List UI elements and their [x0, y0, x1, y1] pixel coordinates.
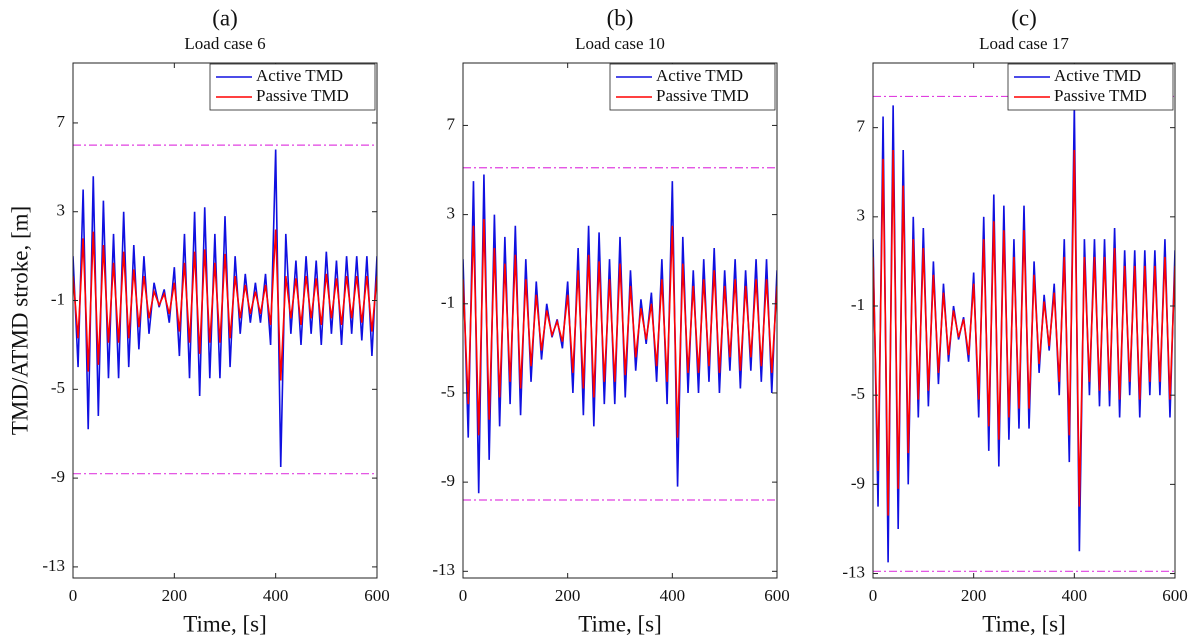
legend-box: [209, 63, 376, 111]
y-tick-label: -13: [842, 562, 865, 581]
y-tick-label: -1: [441, 293, 455, 312]
chart-title: Load case 6: [184, 34, 265, 53]
y-tick-label: -1: [51, 289, 65, 308]
x-tick-label: 600: [764, 586, 790, 605]
legend-box: [1007, 63, 1174, 111]
panel-label: (a): [212, 5, 238, 30]
x-tick-label: 400: [263, 586, 289, 605]
x-tick-label: 200: [961, 586, 987, 605]
data-line: [73, 149, 377, 468]
y-tick-label: -5: [441, 382, 455, 401]
x-axis-label: Time, [s]: [183, 611, 267, 636]
y-tick-label: 3: [447, 204, 456, 223]
y-tick-label: 7: [447, 114, 456, 133]
x-tick-label: 200: [162, 586, 188, 605]
plot-area: [73, 144, 377, 475]
chart-title: Load case 10: [575, 34, 665, 53]
data-line: [873, 149, 1175, 516]
x-axis-label: Time, [s]: [578, 611, 662, 636]
x-axis-label: Time, [s]: [982, 611, 1066, 636]
legend-label: Passive TMD: [656, 86, 749, 105]
panel-label: (c): [1011, 5, 1037, 30]
axes-box: [72, 62, 378, 579]
y-tick-label: -9: [851, 473, 865, 492]
plot-area: [873, 95, 1175, 572]
y-tick-label: -9: [51, 467, 65, 486]
x-tick-label: 0: [69, 586, 78, 605]
legend-label: Active TMD: [656, 66, 743, 85]
panel-label: (b): [607, 5, 634, 30]
x-tick-label: 400: [1062, 586, 1088, 605]
data-line: [873, 105, 1175, 563]
y-axis-label: TMD/ATMD stroke, [m]: [7, 206, 32, 435]
x-tick-label: 400: [660, 586, 686, 605]
y-tick-label: 3: [857, 206, 866, 225]
y-tick-label: -5: [851, 384, 865, 403]
y-tick-label: -13: [432, 560, 455, 579]
y-tick-label: 3: [57, 201, 66, 220]
y-tick-label: -1: [851, 295, 865, 314]
data-line: [463, 219, 777, 438]
x-tick-label: 200: [555, 586, 581, 605]
y-tick-label: -13: [42, 556, 65, 575]
x-tick-label: 600: [364, 586, 390, 605]
axes-box: [872, 62, 1176, 579]
y-tick-label: 7: [57, 112, 66, 131]
y-tick-label: 7: [857, 117, 866, 136]
y-tick-label: -9: [441, 471, 455, 490]
legend-label: Active TMD: [1054, 66, 1141, 85]
chart-title: Load case 17: [979, 34, 1069, 53]
legend-box: [609, 63, 776, 111]
x-tick-label: 0: [459, 586, 468, 605]
legend-label: Passive TMD: [256, 86, 349, 105]
axes-box: [462, 62, 778, 579]
x-tick-label: 600: [1162, 586, 1188, 605]
plot-area: [463, 167, 777, 501]
legend-label: Active TMD: [256, 66, 343, 85]
data-line: [73, 229, 377, 381]
y-tick-label: -5: [51, 378, 65, 397]
x-tick-label: 0: [869, 586, 878, 605]
legend-label: Passive TMD: [1054, 86, 1147, 105]
data-line: [463, 174, 777, 494]
